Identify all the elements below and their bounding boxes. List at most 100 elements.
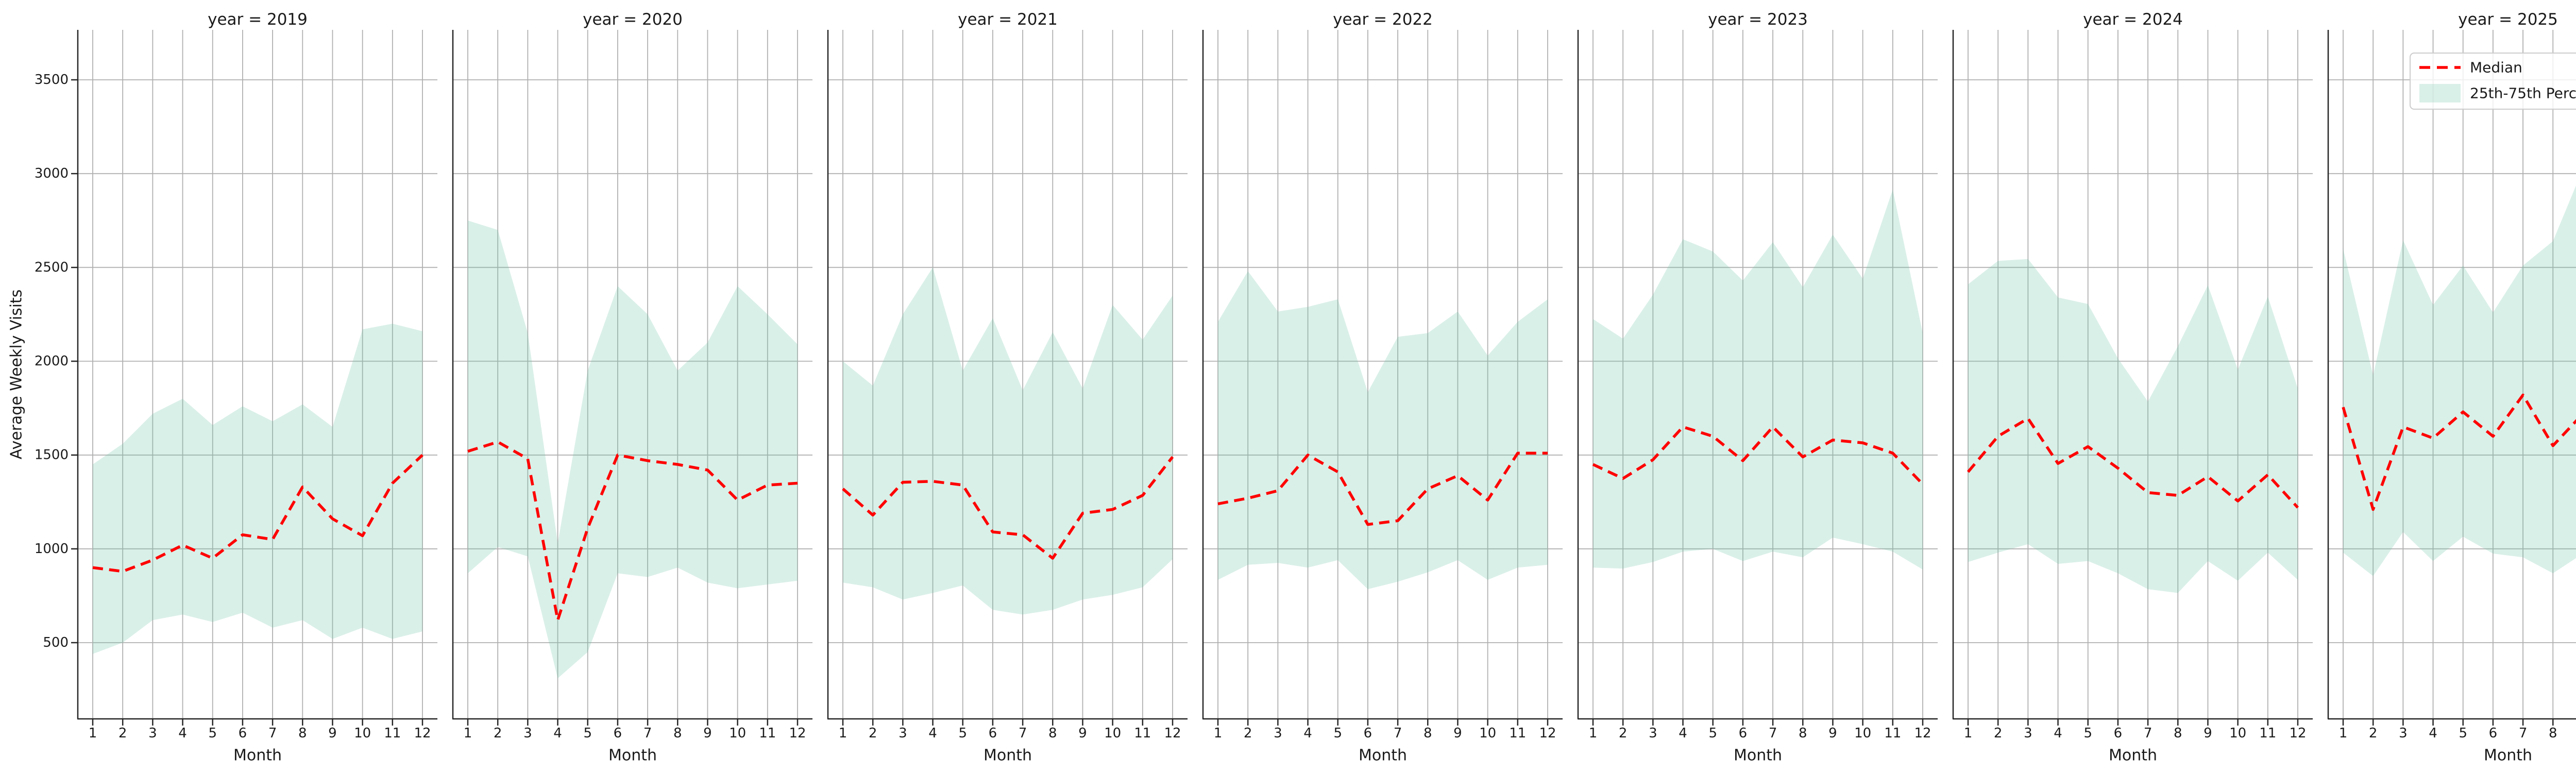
x-tick-label: 9 (703, 726, 712, 741)
x-tick-label: 11 (2259, 726, 2276, 741)
x-tick-label: 1 (1589, 726, 1598, 741)
y-tick-label: 1500 (35, 447, 69, 463)
legend-band-label: 25th-75th Percentile (2470, 85, 2576, 102)
legend-median-label: Median (2470, 59, 2522, 76)
x-tick-label: 2 (118, 726, 127, 741)
x-tick-label: 5 (1333, 726, 1342, 741)
x-tick-label: 8 (298, 726, 307, 741)
legend: Median 25th-75th Percentile (2410, 53, 2576, 110)
facet-title-2019: year = 2019 (208, 10, 308, 29)
x-axis-label: Month (2109, 747, 2157, 765)
median-line-2024 (1967, 417, 2299, 509)
x-tick-label: 11 (1134, 726, 1151, 741)
x-tick-label: 5 (583, 726, 592, 741)
legend-box (2410, 53, 2576, 110)
legend-band-sample (2419, 84, 2461, 102)
x-tick-label: 11 (759, 726, 776, 741)
x-tick-label: 7 (1769, 726, 1777, 741)
x-tick-label: 6 (2489, 726, 2498, 741)
x-tick-label: 7 (1394, 726, 1402, 741)
x-tick-label: 7 (268, 726, 277, 741)
percentile-band-2019 (93, 323, 422, 654)
x-tick-label: 2 (494, 726, 502, 741)
x-axis-label: Month (984, 747, 1032, 765)
percentile-band-2024 (1968, 259, 2298, 593)
x-tick-label: 9 (1453, 726, 1462, 741)
x-axis-label: Month (1734, 747, 1782, 765)
x-tick-label: 10 (1479, 726, 1496, 741)
median-line-2022 (1217, 452, 1548, 526)
x-tick-label: 10 (2229, 726, 2246, 741)
x-tick-label: 4 (1679, 726, 1687, 741)
y-tick-label: 3500 (35, 72, 69, 88)
percentile-band-2020 (468, 220, 798, 679)
x-tick-label: 12 (2289, 726, 2306, 741)
y-tick-label: 2000 (35, 354, 69, 369)
x-tick-label: 1 (1214, 726, 1223, 741)
x-tick-label: 6 (1364, 726, 1372, 741)
facet-title-2020: year = 2020 (583, 10, 683, 29)
x-tick-label: 3 (1649, 726, 1657, 741)
x-tick-label: 8 (2174, 726, 2182, 741)
x-tick-label: 1 (2339, 726, 2348, 741)
x-tick-label: 3 (2024, 726, 2032, 741)
y-tick-label: 2500 (35, 260, 69, 275)
x-tick-label: 8 (1048, 726, 1057, 741)
x-tick-label: 12 (1164, 726, 1181, 741)
x-tick-label: 4 (1303, 726, 1312, 741)
facet-title-2024: year = 2024 (2083, 10, 2183, 29)
x-tick-label: 4 (928, 726, 937, 741)
x-tick-label: 12 (1914, 726, 1931, 741)
x-tick-label: 4 (2054, 726, 2062, 741)
y-tick-label: 3000 (35, 166, 69, 181)
x-tick-label: 1 (1964, 726, 1973, 741)
x-tick-label: 12 (789, 726, 806, 741)
x-tick-label: 1 (89, 726, 97, 741)
x-tick-label: 2 (1994, 726, 2003, 741)
x-tick-label: 7 (2519, 726, 2528, 741)
x-tick-label: 2 (2369, 726, 2378, 741)
x-tick-label: 1 (839, 726, 848, 741)
median-line-2023 (1592, 425, 1924, 486)
x-tick-label: 1 (464, 726, 472, 741)
x-tick-label: 4 (2429, 726, 2437, 741)
x-tick-label: 3 (523, 726, 532, 741)
x-tick-label: 7 (1019, 726, 1027, 741)
y-axis-label: Average Weekly Visits (8, 289, 26, 459)
percentile-band-2021 (843, 267, 1173, 615)
facet-title-2025: year = 2025 (2458, 10, 2558, 29)
x-tick-label: 10 (729, 726, 746, 741)
x-tick-label: 10 (354, 726, 371, 741)
x-tick-label: 2 (869, 726, 877, 741)
x-tick-label: 3 (148, 726, 157, 741)
x-tick-label: 9 (1828, 726, 1837, 741)
median-line-2020 (467, 440, 798, 622)
percentile-band-2025 (2343, 185, 2576, 576)
median-line-2019 (92, 454, 423, 573)
x-tick-label: 10 (1854, 726, 1871, 741)
x-tick-label: 3 (2399, 726, 2408, 741)
percentile-band-2022 (1218, 271, 1548, 590)
x-tick-label: 12 (1539, 726, 1556, 741)
x-tick-label: 8 (673, 726, 682, 741)
x-tick-label: 2 (1244, 726, 1252, 741)
x-tick-label: 8 (2549, 726, 2557, 741)
x-tick-label: 4 (553, 726, 562, 741)
x-axis-label: Month (1359, 747, 1407, 765)
facet-title-2023: year = 2023 (1708, 10, 1808, 29)
x-tick-label: 2 (1619, 726, 1628, 741)
x-tick-label: 6 (2114, 726, 2123, 741)
x-tick-label: 5 (2083, 726, 2092, 741)
percentile-band-2023 (1593, 190, 1923, 570)
x-axis-label: Month (2484, 747, 2532, 765)
facet-title-2022: year = 2022 (1333, 10, 1433, 29)
median-line-2025 (2342, 393, 2576, 511)
x-axis-label: Month (608, 747, 657, 765)
